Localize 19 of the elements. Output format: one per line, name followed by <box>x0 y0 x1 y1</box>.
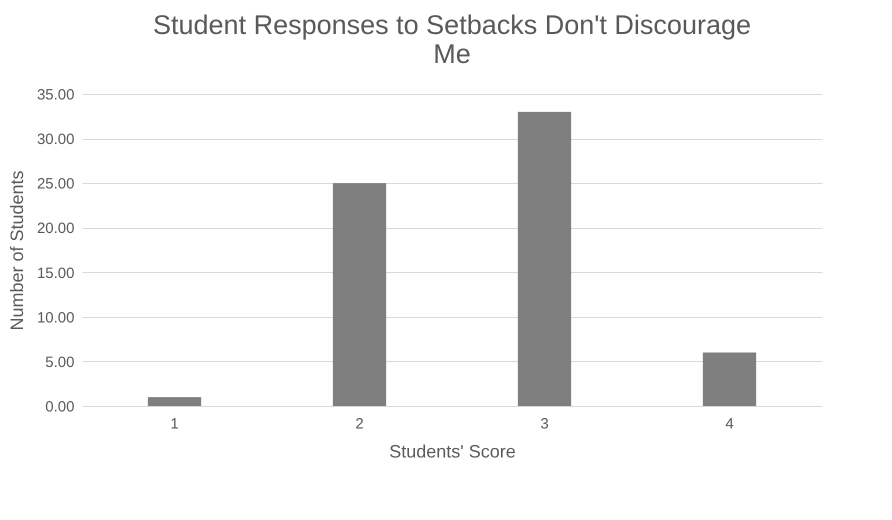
x-tick-label: 3 <box>540 416 549 432</box>
x-tick-label: 1 <box>170 416 179 432</box>
y-tick-label: 10.00 <box>36 309 74 326</box>
x-tick-label: 4 <box>725 416 734 432</box>
y-tick-label: 5.00 <box>45 354 74 371</box>
x-axis-title: Students' Score <box>389 442 516 462</box>
bar <box>518 112 572 406</box>
y-tick-label: 15.00 <box>36 264 74 282</box>
bar <box>332 183 386 406</box>
y-tick-label: 0.00 <box>45 398 74 416</box>
chart-title: Student Responses to Setbacks Don't Discourage Me <box>153 10 751 69</box>
bar <box>702 352 756 406</box>
y-tick-label: 25.00 <box>36 176 74 193</box>
bar <box>148 397 202 406</box>
y-tick-label: 35.00 <box>36 86 74 104</box>
x-tick-label: 2 <box>355 416 364 432</box>
y-tick-label: 20.00 <box>36 220 74 238</box>
y-axis-title: Number of Students <box>6 170 27 331</box>
y-tick-label: 30.00 <box>36 131 74 148</box>
